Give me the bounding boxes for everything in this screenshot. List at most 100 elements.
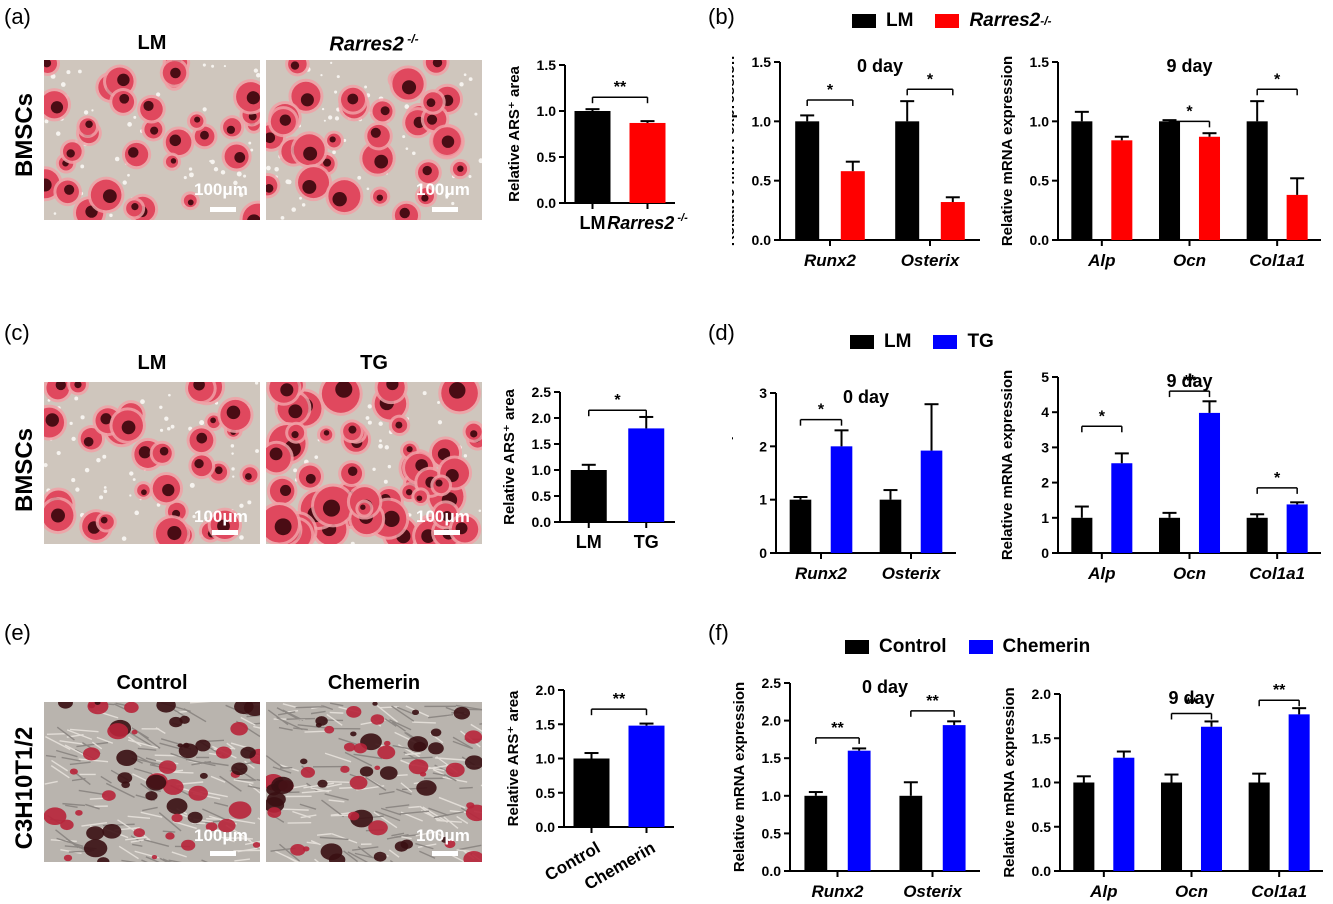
legend-label-sup: -/-: [1040, 14, 1052, 28]
legend-d: LM TG: [850, 331, 994, 353]
bar: [628, 428, 665, 522]
significance-label: *: [1186, 103, 1193, 120]
legend-label: Control: [879, 636, 947, 657]
x-tick-label: Osterix: [903, 882, 963, 901]
legend-f: Control Chemerin: [845, 636, 1090, 658]
bar: [879, 499, 902, 553]
x-tick-label: Osterix: [882, 564, 942, 583]
scale-label: 100μm: [194, 826, 248, 845]
significance-label: *: [1274, 71, 1281, 88]
y-tick-label: 1.0: [1030, 113, 1050, 129]
y-tick-label: 1.5: [762, 750, 782, 766]
scale-label: 100μm: [416, 507, 470, 526]
image-title-c-right: TG: [360, 352, 388, 374]
y-tick-label: 1.5: [1032, 730, 1052, 746]
x-tick-label: Runx2: [804, 251, 857, 270]
bar: [1111, 140, 1133, 240]
y-tick-label: 0.0: [537, 195, 557, 211]
y-tick-label: 3: [1041, 439, 1049, 455]
image-title-e-right: Chemerin: [327, 672, 421, 694]
bar: [895, 121, 920, 240]
micrograph-c-tg: [266, 382, 482, 544]
x-tick-label: Ocn: [1173, 564, 1206, 583]
bar: [628, 725, 665, 827]
bar: [573, 758, 610, 827]
bar: [1158, 121, 1181, 240]
x-tick-label: Ocn: [1175, 882, 1208, 901]
x-tick-label: Rarres2 -/-: [607, 212, 688, 233]
y-tick-label: 2.0: [1032, 686, 1052, 702]
micrograph-a-rarres2: [266, 60, 482, 220]
y-tick-label: 0: [1041, 545, 1049, 561]
chart-a-ars: 0.0 0.5 1.0 1.5 Relative ARS⁺ area LM Rarres2 …: [506, 57, 688, 233]
legend-label: TG: [967, 331, 994, 352]
scale-bar: [210, 207, 236, 212]
y-axis-label: Relative ARS⁺ area: [506, 65, 523, 201]
y-tick-label: 0: [759, 545, 767, 561]
chart-title: 0 day: [862, 677, 908, 697]
y-tick-label: 1.0: [537, 103, 557, 119]
y-tick-label: 2.5: [532, 384, 552, 400]
y-tick-label: 1.5: [1030, 54, 1050, 70]
x-tick-label: Alp: [1089, 882, 1117, 901]
bar: [795, 121, 820, 240]
x-tick-label: LM: [576, 532, 602, 552]
y-tick-label: 1.0: [752, 113, 772, 129]
legend-label: LM: [884, 331, 912, 352]
scale-label: 100μm: [416, 180, 470, 199]
image-title-c-left: LM: [137, 352, 167, 374]
bar: [1286, 504, 1308, 553]
legend-swatch-rarres2: [935, 14, 960, 28]
x-tick-label: Ocn: [1173, 251, 1206, 270]
chart-title: 0 day: [843, 387, 889, 407]
chart-f-0day: 0.0 0.5 1.0 1.5 2.0 2.5 Relative mRNA expressi…: [732, 675, 980, 901]
bar: [840, 171, 865, 240]
x-tick-label: TG: [634, 532, 659, 552]
bar: [1160, 782, 1183, 871]
significance-label: *: [818, 402, 825, 419]
bar: [1071, 121, 1093, 240]
chart-d-9day: 0 1 2 3 4 5 Relative mRNA expression 9 day Alp * O…: [1000, 369, 1321, 583]
legend-b: LM Rarres2 -/-: [852, 10, 1052, 32]
micrograph-a-lm: [44, 60, 260, 220]
y-tick-label: 0.5: [1032, 819, 1052, 835]
bar: [1286, 194, 1308, 240]
significance-label: *: [614, 392, 621, 409]
y-tick-label: 5: [1041, 369, 1049, 385]
bar: [920, 450, 943, 553]
micrograph-e-chemerin: [266, 702, 482, 862]
y-tick-label: 0.5: [752, 173, 772, 189]
chart-f-9day: 0.0 0.5 1.0 1.5 2.0 Relative mRNA expression 9…: [1001, 682, 1323, 901]
bar: [1246, 121, 1268, 240]
y-tick-label: 4: [1041, 404, 1049, 420]
scale-bar: [432, 851, 458, 856]
y-tick-label: 0.0: [536, 819, 556, 835]
significance-label: *: [1274, 470, 1281, 487]
micrograph-c-lm: [44, 382, 260, 544]
image-title-e-left: Control: [116, 672, 188, 694]
y-tick-label: 0.5: [536, 785, 556, 801]
y-tick-label: 0.0: [752, 232, 772, 248]
row-label-c: BMSCs: [11, 428, 38, 513]
bar: [1248, 782, 1270, 871]
bar: [570, 470, 607, 522]
panel-c-letter: (c): [4, 320, 30, 345]
x-tick-label: Col1a1: [1251, 882, 1307, 901]
bar: [899, 795, 923, 871]
y-tick-label: 2: [759, 438, 767, 454]
y-axis-label: Relative mRNA expression: [732, 378, 734, 568]
panel-b-letter: (b): [708, 4, 735, 29]
y-axis-label: Relative mRNA expression: [732, 56, 738, 246]
x-tick-label: Runx2: [812, 882, 865, 901]
panel-a-letter: (a): [4, 4, 31, 29]
legend-label: Chemerin: [1002, 636, 1091, 657]
chart-b-0day: 0.0 0.5 1.0 1.5 Relative mRNA expression 0 da…: [732, 54, 980, 270]
significance-label: *: [827, 82, 834, 99]
x-tick-label: Col1a1: [1249, 564, 1305, 583]
chart-b-9day: 0.0 0.5 1.0 1.5 Relative mRNA expression 9 da…: [1000, 54, 1321, 270]
significance-label: **: [1185, 695, 1198, 712]
panel-f-letter: (f): [708, 620, 729, 645]
significance-label: **: [613, 691, 626, 708]
bar: [1198, 136, 1221, 240]
